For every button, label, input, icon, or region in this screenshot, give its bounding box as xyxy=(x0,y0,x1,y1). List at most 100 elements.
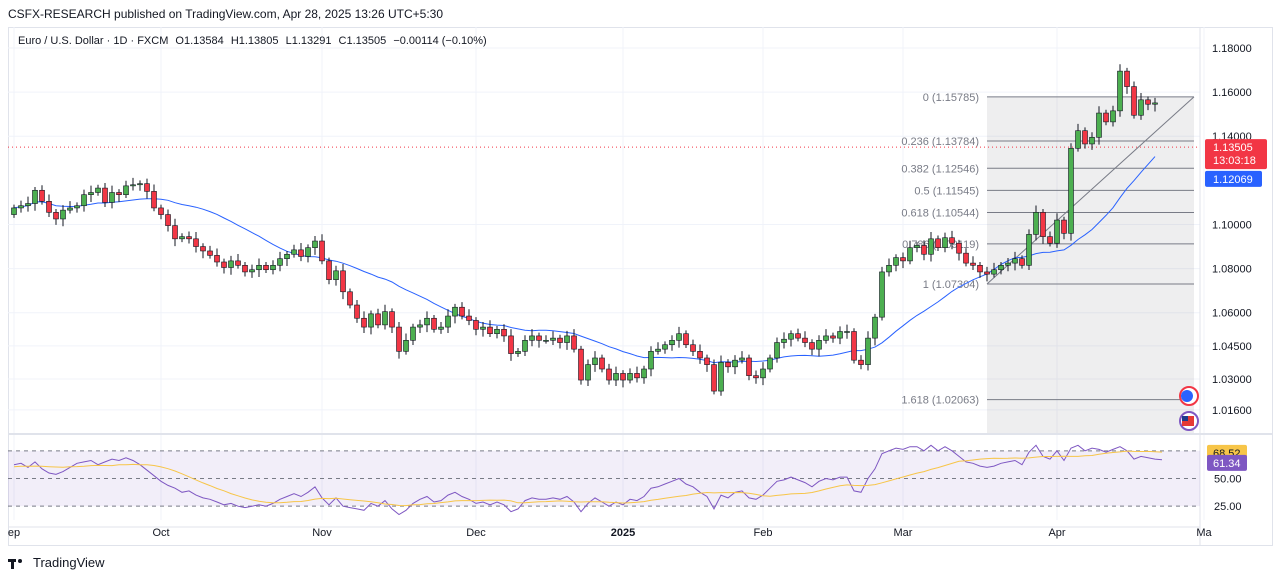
legend-high: H1.13805 xyxy=(230,35,279,47)
candle-body xyxy=(564,335,570,343)
candle-body xyxy=(991,269,997,275)
candle xyxy=(319,234,325,265)
candle-body xyxy=(284,253,290,259)
candle xyxy=(1054,213,1060,248)
candle xyxy=(893,254,899,272)
candle-body xyxy=(508,335,514,354)
candle-body xyxy=(669,340,675,346)
candle xyxy=(277,251,283,272)
candle-body xyxy=(144,183,150,192)
candle-body xyxy=(648,351,654,370)
candle-body xyxy=(536,335,542,341)
candle-body xyxy=(1138,99,1144,116)
publisher-header: CSFX-RESEARCH published on TradingView.c… xyxy=(8,7,444,21)
candle-body xyxy=(67,207,73,211)
candle xyxy=(865,331,871,371)
candle-body xyxy=(914,245,920,248)
candle xyxy=(543,335,549,344)
candle-body xyxy=(928,238,934,255)
candle xyxy=(634,366,640,383)
candle-body xyxy=(1103,112,1109,123)
candle xyxy=(956,239,962,261)
candle-body xyxy=(725,362,731,368)
candle-body xyxy=(165,214,171,226)
candle-body xyxy=(753,375,759,379)
candle-body xyxy=(557,337,563,343)
candle-body xyxy=(1089,137,1095,145)
rsi-value-label: 61.34 xyxy=(1213,458,1241,470)
candle xyxy=(60,205,66,227)
legend-open: O1.13584 xyxy=(175,35,224,47)
fib-level-label: 1.618 (1.02063) xyxy=(901,395,979,407)
candle-body xyxy=(858,359,864,365)
candle-body xyxy=(1075,130,1081,149)
price-tick-label: 1.18000 xyxy=(1212,43,1252,55)
candle-body xyxy=(550,337,556,341)
candle-body xyxy=(571,335,577,350)
candle xyxy=(172,218,178,247)
candle-body xyxy=(298,249,304,257)
candle xyxy=(256,258,262,277)
candle xyxy=(88,185,94,202)
candle-body xyxy=(690,344,696,352)
candle-body xyxy=(417,324,423,328)
candle xyxy=(1117,64,1123,117)
candle-body xyxy=(606,368,612,381)
candle xyxy=(711,359,717,395)
candle-body xyxy=(634,373,640,379)
time-tick-label: Nov xyxy=(312,527,332,539)
candle xyxy=(445,309,451,334)
candle-body xyxy=(515,351,521,354)
candle-body xyxy=(599,357,605,370)
candle xyxy=(718,355,724,396)
candle-body xyxy=(704,357,710,365)
candle xyxy=(676,326,682,348)
candle-body xyxy=(1012,258,1018,264)
price-tick-label: 1.08000 xyxy=(1212,264,1252,276)
candle-body xyxy=(200,246,206,252)
last-price-label: 1.13505 xyxy=(1213,142,1253,154)
candle-body xyxy=(326,260,332,280)
time-tick-label: ep xyxy=(8,527,20,539)
candle-body xyxy=(1019,258,1025,266)
tradingview-footer[interactable]: TradingView xyxy=(8,555,105,570)
candle-body xyxy=(263,265,269,271)
candle xyxy=(704,354,710,372)
candle-body xyxy=(214,255,220,263)
time-tick-label: 2025 xyxy=(611,527,635,539)
ma-price-badge xyxy=(1205,170,1262,187)
candle-body xyxy=(711,364,717,392)
candle-body xyxy=(844,331,850,333)
fib-background xyxy=(987,96,1194,433)
candle xyxy=(67,201,73,214)
candle xyxy=(914,242,920,253)
candle-body xyxy=(963,252,969,264)
candle-body xyxy=(53,212,59,220)
candle-body xyxy=(592,357,598,365)
candle xyxy=(872,313,878,346)
candle-body xyxy=(452,306,458,317)
candle xyxy=(375,308,381,329)
candle-body xyxy=(774,342,780,359)
time-tick-label: Mar xyxy=(894,527,913,539)
candle xyxy=(11,204,17,218)
candle xyxy=(655,342,661,355)
candle-body xyxy=(39,189,45,202)
candle-body xyxy=(1096,112,1102,138)
candle-body xyxy=(312,240,318,248)
candle xyxy=(242,261,248,277)
candle-body xyxy=(802,337,808,343)
candle xyxy=(459,302,465,320)
legend-low: L1.13291 xyxy=(285,35,332,47)
candle-body xyxy=(207,250,213,256)
candle-body xyxy=(1047,236,1053,244)
candle xyxy=(907,240,913,265)
candle xyxy=(606,363,612,385)
candle-body xyxy=(767,357,773,370)
candle-body xyxy=(886,265,892,273)
candle-body xyxy=(375,313,381,326)
candle xyxy=(732,355,738,375)
candle xyxy=(515,348,521,357)
candle-body xyxy=(123,185,129,195)
